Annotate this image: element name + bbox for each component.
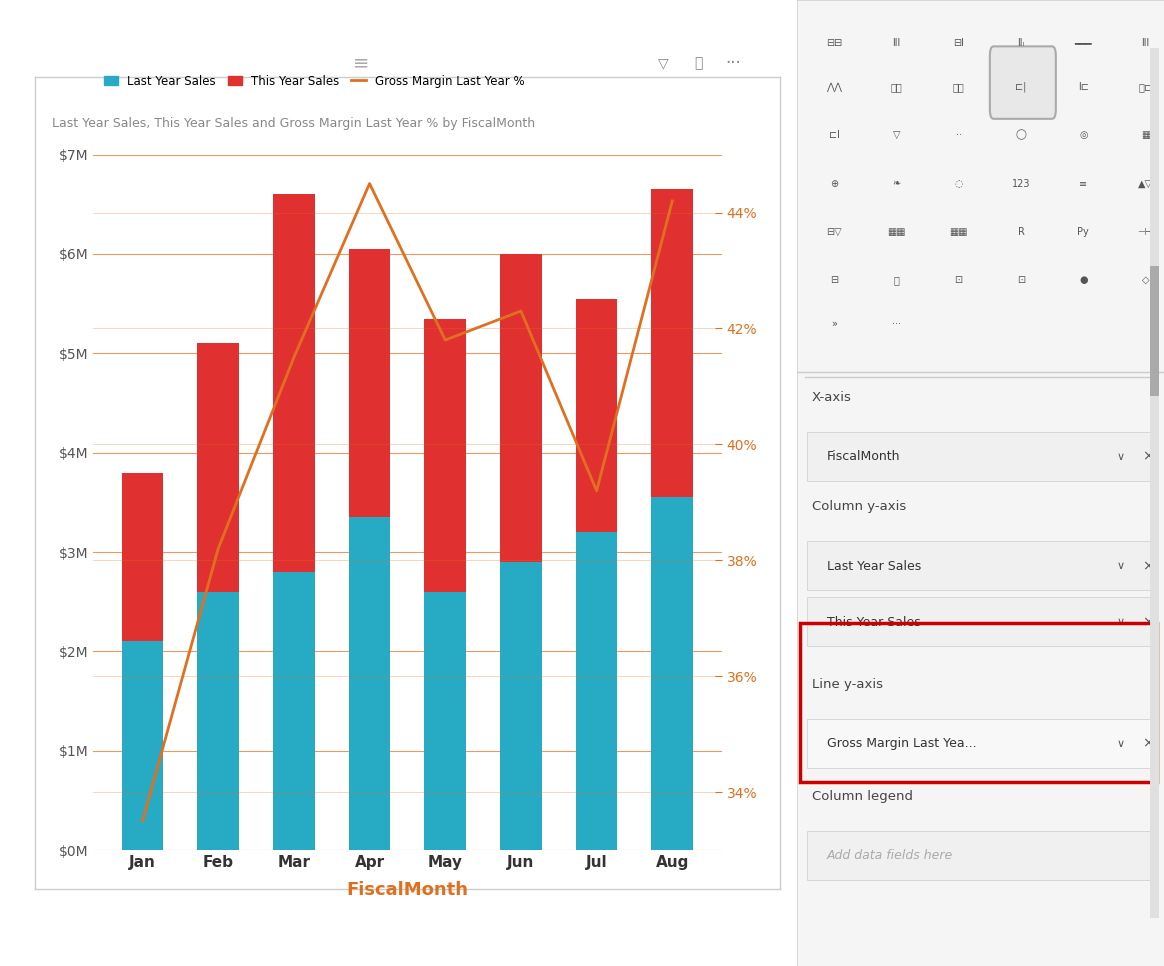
Text: X-axis: X-axis (812, 391, 852, 404)
FancyBboxPatch shape (808, 597, 1154, 646)
Text: Column legend: Column legend (812, 790, 913, 803)
Text: 〜⊏: 〜⊏ (1138, 82, 1152, 92)
Bar (425, 592, 466, 850)
Bar (122, 641, 163, 850)
Bar (576, 298, 617, 532)
Text: ⊡: ⊡ (1017, 275, 1025, 285)
Text: ×: × (1142, 737, 1154, 751)
Text: R: R (1017, 227, 1024, 237)
Text: ⊡: ⊡ (954, 275, 963, 285)
FancyBboxPatch shape (808, 719, 1154, 768)
Bar (425, 319, 466, 592)
Bar (198, 592, 239, 850)
Text: 💬: 💬 (894, 275, 900, 285)
Text: ⊟l: ⊟l (953, 39, 964, 48)
Bar (198, 343, 239, 592)
Text: ∨: ∨ (1116, 739, 1124, 749)
Text: lll: lll (893, 39, 901, 48)
Text: 123: 123 (1012, 179, 1030, 188)
Text: ◌: ◌ (954, 179, 963, 188)
Text: Gross Margin Last Yea...: Gross Margin Last Yea... (826, 737, 977, 751)
Text: »: » (831, 319, 837, 328)
Bar (652, 189, 693, 497)
X-axis label: FiscalMonth: FiscalMonth (347, 881, 468, 899)
Text: Column y-axis: Column y-axis (812, 500, 907, 513)
Text: ×: × (1142, 559, 1154, 573)
Text: lll: lll (1142, 39, 1150, 48)
Text: Line y-axis: Line y-axis (812, 678, 883, 691)
Text: FiscalMonth: FiscalMonth (826, 450, 900, 464)
Text: ···: ··· (892, 319, 901, 328)
FancyBboxPatch shape (804, 10, 1157, 362)
Text: ⊏l: ⊏l (829, 130, 839, 140)
Text: ⊟⊟: ⊟⊟ (826, 39, 842, 48)
Text: ≡: ≡ (353, 53, 369, 72)
Text: ◯: ◯ (1015, 130, 1027, 140)
FancyBboxPatch shape (989, 46, 1056, 119)
Bar (349, 517, 390, 850)
Text: ⊕: ⊕ (830, 179, 838, 188)
Text: ··: ·· (956, 130, 961, 140)
Text: ···: ··· (725, 54, 741, 71)
Bar (652, 497, 693, 850)
Text: ∨: ∨ (1116, 561, 1124, 571)
Text: ⊟: ⊟ (830, 275, 838, 285)
Bar (349, 249, 390, 517)
Text: ◎: ◎ (1079, 130, 1087, 140)
Text: Add data fields here: Add data fields here (826, 849, 953, 863)
FancyBboxPatch shape (808, 831, 1154, 880)
Text: llₗ: llₗ (1017, 39, 1024, 48)
Text: ⋀⋀: ⋀⋀ (826, 82, 842, 92)
Text: ⊏|: ⊏| (1015, 82, 1027, 92)
Text: Py: Py (1078, 227, 1090, 237)
Text: ×: × (1142, 450, 1154, 464)
Text: ▦: ▦ (1141, 130, 1150, 140)
Text: l⊏: l⊏ (1078, 82, 1088, 92)
Text: ▦▦: ▦▦ (887, 227, 906, 237)
Text: ⊟▽: ⊟▽ (826, 227, 842, 237)
Text: This Year Sales: This Year Sales (826, 615, 921, 629)
Text: ∨: ∨ (1116, 452, 1124, 462)
Bar (501, 562, 541, 850)
Bar (1150, 266, 1159, 396)
Text: ∨: ∨ (1116, 617, 1124, 627)
Text: ━━━: ━━━ (1074, 39, 1092, 48)
Text: ▽: ▽ (893, 130, 900, 140)
Text: ▦▦: ▦▦ (950, 227, 968, 237)
Text: ⤢: ⤢ (694, 56, 703, 70)
Bar (122, 472, 163, 641)
Text: ❧: ❧ (893, 179, 901, 188)
Text: ▽: ▽ (658, 56, 669, 70)
Text: ●: ● (1079, 275, 1087, 285)
Text: ⟋⟍: ⟋⟍ (890, 82, 902, 92)
Text: Last Year Sales, This Year Sales and Gross Margin Last Year % by FiscalMonth: Last Year Sales, This Year Sales and Gro… (52, 118, 535, 130)
Text: 〜〜: 〜〜 (953, 82, 965, 92)
Bar (274, 572, 314, 850)
Text: ≡: ≡ (1079, 179, 1087, 188)
FancyBboxPatch shape (808, 541, 1154, 590)
FancyBboxPatch shape (808, 432, 1154, 481)
Text: ×: × (1142, 615, 1154, 629)
Bar (576, 532, 617, 850)
Text: Last Year Sales: Last Year Sales (826, 559, 921, 573)
Text: ⊣→: ⊣→ (1137, 227, 1154, 237)
Text: ▲▽: ▲▽ (1138, 179, 1154, 188)
Bar (274, 194, 314, 572)
Legend: Last Year Sales, This Year Sales, Gross Margin Last Year %: Last Year Sales, This Year Sales, Gross … (99, 71, 530, 93)
Text: ◇: ◇ (1142, 275, 1149, 285)
Bar (501, 254, 541, 562)
